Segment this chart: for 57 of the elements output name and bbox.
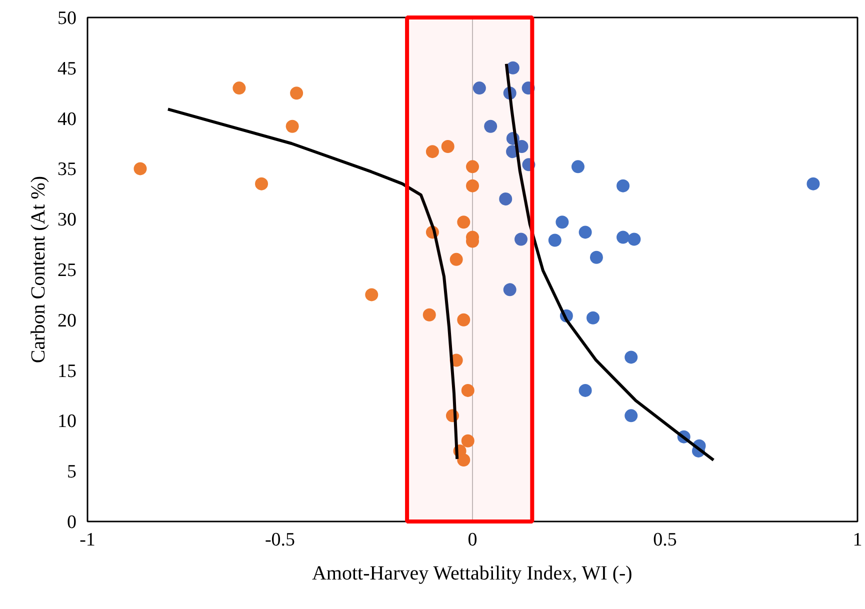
point	[461, 384, 474, 397]
point	[616, 230, 630, 244]
point	[578, 384, 592, 397]
y-tick-label: 20	[58, 310, 76, 332]
point	[578, 226, 592, 239]
point	[628, 232, 641, 246]
point	[590, 250, 603, 264]
point	[457, 454, 470, 466]
point	[290, 86, 304, 100]
point	[586, 311, 600, 324]
point	[624, 409, 638, 422]
point	[457, 216, 470, 229]
y-tick-label: 25	[58, 260, 76, 281]
y-tick-label: 0	[67, 512, 76, 533]
point	[466, 160, 479, 174]
point	[426, 145, 439, 158]
point	[286, 120, 299, 133]
y-tick-label: 30	[58, 210, 76, 231]
point	[514, 232, 528, 246]
point	[457, 313, 470, 326]
y-tick-label: 10	[58, 411, 76, 432]
y-tick-label: 40	[58, 108, 76, 130]
y-tick-label: 5	[67, 462, 76, 483]
point	[548, 234, 562, 247]
point	[522, 158, 536, 172]
point	[441, 140, 454, 154]
point	[450, 252, 463, 266]
x-tick-label: 0.5	[653, 530, 677, 550]
line-series	[504, 62, 716, 462]
x-tick-label: -1	[80, 530, 96, 550]
point	[506, 61, 520, 74]
point	[616, 179, 630, 192]
point	[806, 177, 820, 190]
x-tick-label: -0.5	[264, 530, 296, 550]
y-axis-title: Carbon Content (At %)	[28, 176, 50, 364]
point	[556, 216, 569, 229]
y-tick-label: 45	[58, 58, 76, 80]
x-tick-label: 1	[852, 530, 862, 550]
point	[466, 179, 479, 192]
y-tick-label: 35	[58, 159, 76, 180]
point	[472, 82, 486, 95]
point	[365, 288, 378, 302]
x-axis-title: Amott-Harvey Wettability Index, WI (-)	[312, 562, 632, 584]
point	[484, 120, 498, 133]
point	[255, 177, 268, 190]
y-tick-label: 50	[58, 8, 76, 29]
point	[522, 82, 535, 95]
point	[571, 160, 584, 174]
point	[422, 308, 436, 322]
x-tick-label: 0	[468, 530, 478, 550]
point	[134, 162, 147, 176]
point	[499, 192, 512, 206]
point	[461, 434, 474, 448]
point	[232, 82, 246, 95]
point	[503, 283, 516, 296]
y-tick-label: 15	[58, 360, 76, 382]
point	[624, 350, 638, 364]
